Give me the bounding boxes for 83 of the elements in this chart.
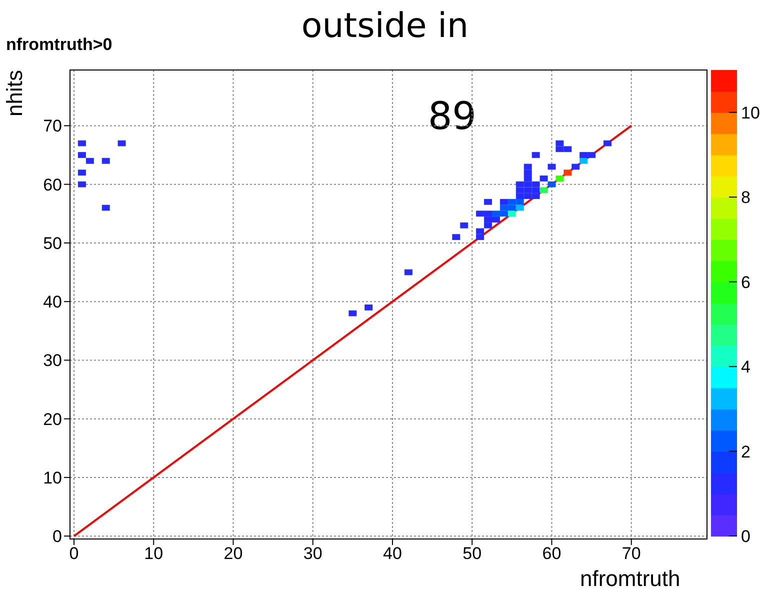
point [532,152,540,158]
x-tick-label: 40 [383,544,402,564]
y-tick-label: 50 [43,234,62,253]
point [524,176,532,182]
y-tick-label: 70 [43,116,62,136]
x-tick-label: 60 [542,544,562,564]
point [484,210,492,217]
point [492,216,500,222]
point [516,181,524,188]
point [524,170,532,176]
color-bar-label: 10 [741,103,760,122]
point [588,152,596,158]
point [548,164,556,170]
point [492,210,500,217]
point [348,310,357,316]
text: nfromtruth>0 [6,35,112,55]
point [500,198,508,205]
point [508,204,516,211]
annotation: 89 [428,94,476,138]
point [532,181,540,188]
point [484,222,492,228]
y-tick-label: 0 [52,527,62,546]
y-tick-label: 60 [43,175,62,194]
point [78,170,86,176]
point [508,210,516,217]
point [78,152,86,158]
color-bar-label: 6 [741,272,750,292]
point [556,146,564,152]
chart-title: outside in [301,6,469,46]
point [476,210,484,217]
color-bar-label: 2 [741,442,750,462]
point [548,181,556,188]
point [524,187,532,194]
point [516,198,524,205]
point [86,158,94,164]
point [524,164,532,170]
point [540,187,548,194]
point [452,234,460,240]
point [476,234,484,240]
point [572,164,580,170]
point [102,204,110,211]
point [580,158,588,164]
y-tick-label: 10 [43,468,62,488]
x-tick-label: 0 [69,544,79,564]
x-tick-label: 70 [622,544,641,564]
x-tick-label: 50 [462,544,482,564]
point [556,140,564,146]
color-bar-label: 8 [741,188,750,208]
point [78,140,86,146]
point [484,216,492,222]
point [404,269,412,276]
point [500,210,508,217]
point [556,176,564,182]
point [580,152,588,158]
point [78,181,86,188]
point [540,176,548,182]
point [532,193,540,199]
point [364,304,373,310]
x-tick-label: 10 [144,544,164,564]
y-axis-title: nhits [2,70,28,116]
x-tick-label: 30 [303,544,322,564]
y-tick-label: 30 [43,351,62,370]
point [508,198,516,205]
point [484,198,492,205]
color-bar-label: 0 [741,527,750,546]
point [516,193,524,199]
point [564,170,572,176]
y-tick-label: 20 [43,410,62,429]
point [500,204,508,211]
point [516,187,524,194]
point [564,146,572,152]
y-tick-label: 40 [43,292,62,312]
point [476,228,484,234]
point [603,140,612,146]
point [118,140,126,146]
x-axis-title: nfromtruth [580,566,680,592]
point [524,193,532,199]
point [524,181,532,188]
color-bar-label: 4 [741,358,750,377]
point [516,204,524,211]
point [102,158,110,164]
point [460,222,468,228]
x-tick-label: 20 [224,544,243,564]
